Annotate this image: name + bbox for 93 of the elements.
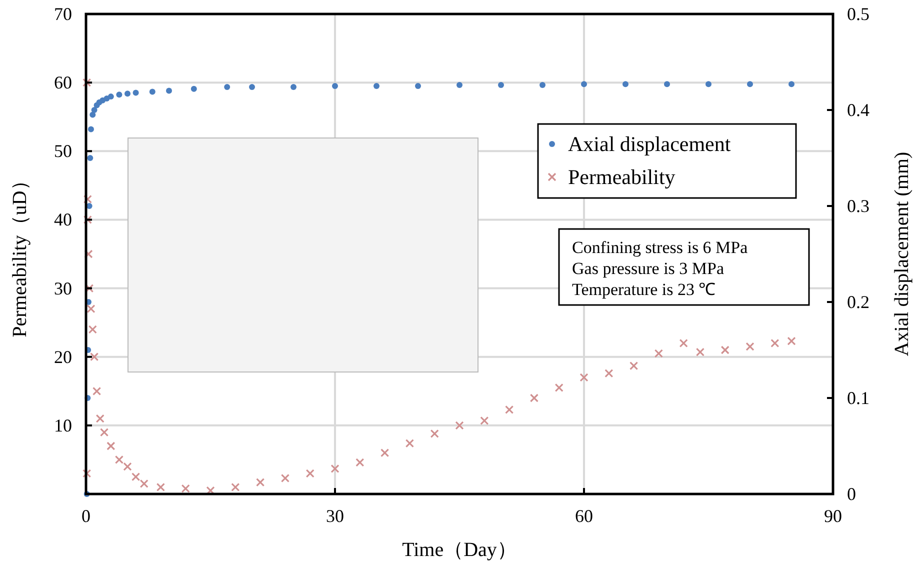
point — [108, 94, 114, 100]
point — [430, 429, 439, 438]
y-axis-title: Permeability（uD） — [9, 170, 31, 338]
point — [505, 405, 514, 414]
point — [166, 88, 172, 94]
point — [415, 83, 421, 89]
point — [132, 90, 139, 96]
annotation: Temperature is 23 ℃ — [572, 280, 716, 299]
point — [630, 361, 638, 370]
x-tick-label: 0 — [82, 506, 90, 526]
y2-tick-label: 0.1 — [847, 388, 870, 408]
point — [787, 336, 796, 346]
point — [124, 90, 130, 97]
point — [290, 84, 296, 90]
legend-label: Axial displacement — [568, 132, 731, 156]
y2-tick-label: 0.2 — [847, 292, 870, 312]
point — [679, 338, 688, 348]
y-tick-label: 60 — [54, 72, 72, 93]
y2-tick-label: 0.3 — [847, 196, 870, 216]
point — [498, 82, 504, 88]
point — [88, 126, 94, 132]
point — [149, 88, 156, 95]
point — [90, 112, 96, 118]
point — [380, 448, 390, 458]
point — [330, 464, 340, 473]
point — [82, 469, 92, 478]
annotation: Gas pressure is 3 MPa — [572, 259, 724, 278]
point — [747, 81, 753, 88]
y-tick-label: 10 — [54, 415, 72, 436]
point — [190, 86, 197, 92]
point — [231, 482, 240, 492]
legend-label: Permeability — [568, 165, 676, 189]
y2-tick-label: 0 — [847, 484, 856, 504]
point — [140, 479, 148, 488]
point — [580, 373, 588, 382]
point — [132, 472, 140, 482]
point — [480, 416, 489, 425]
y-tick-label: 20 — [54, 346, 72, 367]
point — [746, 342, 754, 351]
point — [530, 394, 538, 402]
y-tick-label: 70 — [54, 4, 72, 24]
point — [405, 438, 414, 448]
point — [96, 414, 104, 423]
point — [224, 84, 230, 90]
y2-tick-label: 0.5 — [847, 4, 870, 24]
x-tick-label: 90 — [824, 506, 842, 526]
point — [356, 458, 364, 467]
point — [88, 325, 97, 334]
point — [706, 81, 712, 88]
y-tick-label: 30 — [54, 278, 72, 298]
point — [664, 81, 670, 88]
annotation: Confining stress is 6 MPa — [572, 238, 748, 257]
point — [280, 474, 290, 483]
point — [106, 442, 116, 450]
point — [90, 352, 99, 362]
point — [82, 78, 92, 87]
y-tick-label: 50 — [54, 141, 72, 162]
point — [83, 194, 92, 204]
point — [87, 155, 94, 161]
point — [86, 304, 96, 314]
point — [256, 478, 265, 487]
point — [455, 421, 464, 430]
point — [156, 482, 165, 492]
point — [554, 383, 564, 392]
y2-tick-label: 0.4 — [847, 100, 870, 120]
point — [332, 83, 338, 89]
point — [604, 369, 614, 378]
y-tick-label: 40 — [54, 210, 72, 230]
point — [91, 107, 98, 113]
point — [770, 338, 780, 348]
point — [581, 81, 587, 88]
point — [92, 386, 102, 396]
point — [540, 82, 546, 88]
point — [622, 81, 628, 88]
point — [116, 92, 122, 98]
point — [456, 82, 462, 88]
point — [181, 484, 190, 493]
x-axis-title: Time（Day） — [402, 539, 517, 561]
point — [123, 462, 132, 471]
point — [374, 83, 380, 89]
point — [100, 428, 109, 437]
x-tick-label: 60 — [575, 506, 593, 526]
point — [654, 349, 663, 358]
point — [249, 84, 255, 90]
point — [696, 348, 704, 356]
point — [114, 455, 124, 464]
point — [84, 250, 93, 258]
x-tick-label: 30 — [326, 506, 344, 526]
point — [720, 346, 730, 354]
point — [306, 469, 314, 478]
point — [83, 215, 92, 224]
point — [788, 81, 794, 88]
y2-axis-title: Axial displacement (mm) — [891, 152, 913, 356]
